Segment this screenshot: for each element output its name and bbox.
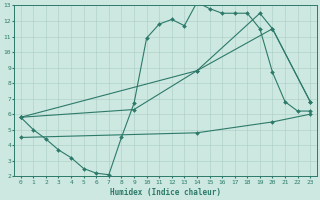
X-axis label: Humidex (Indice chaleur): Humidex (Indice chaleur)	[110, 188, 221, 197]
